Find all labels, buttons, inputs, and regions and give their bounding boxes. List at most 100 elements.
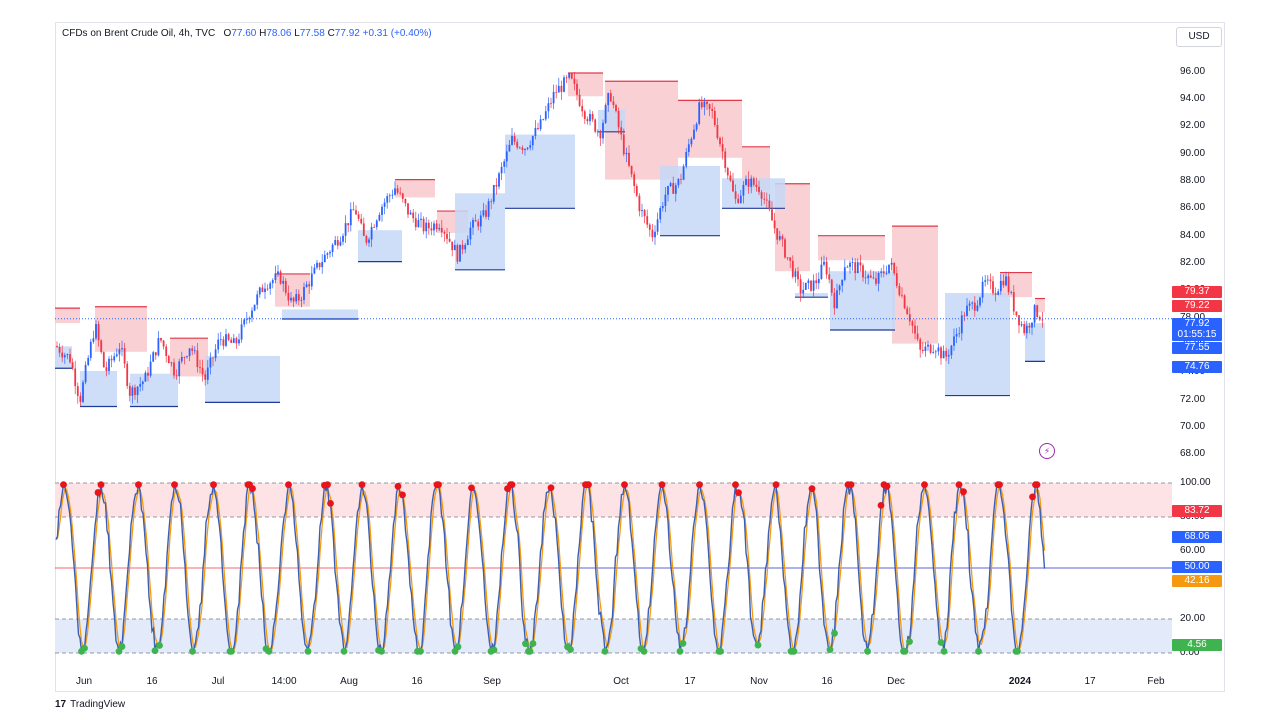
candle-body [503,161,506,167]
overbought-dot [468,484,475,492]
candle-body [284,280,287,293]
candle-body [768,200,771,210]
oversold-dot [522,640,529,648]
candle-body [810,280,812,291]
candle-body [383,202,386,207]
candle-body [937,347,940,352]
candle-body [461,244,464,250]
candle-body [729,175,732,181]
candle-body [724,151,727,169]
candle-body [362,223,365,236]
candle-body [721,144,724,152]
candle-body [672,183,675,194]
price-tick: 78.00 [1180,312,1205,323]
candle-body [313,267,316,274]
candle-body [336,240,339,246]
candle-body [425,222,428,232]
candle-body [836,290,838,309]
candle-body [1038,316,1041,320]
candle-body [633,174,636,187]
candle-body [604,105,607,123]
candle-body [1005,276,1007,286]
candle-body [620,127,623,135]
candle-body [794,271,797,277]
candle-body [399,192,402,194]
candle-body [485,210,487,217]
oversold-dot [975,647,982,655]
time-tick: Aug [340,676,358,687]
time-tick: 16 [821,676,833,687]
candle-body [921,349,924,351]
oversold-dot [417,647,424,655]
candle-body [110,358,113,361]
supply-zone [1035,298,1045,313]
candle-body [700,102,703,108]
candle-body [763,198,766,200]
overbought-dot [435,481,442,489]
candle-body [960,315,963,334]
candle-body [771,209,773,221]
candle-body [479,215,482,227]
candle-body [175,375,178,377]
overbought-dot [621,481,628,489]
overbought-dot [696,481,703,489]
candle-body [994,293,997,295]
demand-zone [455,193,505,270]
overbought-dot [210,481,217,489]
candle-body [118,349,121,355]
candle-body [511,136,513,145]
candle-body [687,144,690,152]
candle-body [846,266,849,268]
oversold-dot [118,643,126,650]
candle-body [76,386,79,396]
candle-body [409,212,412,215]
overbought-dot [996,481,1003,489]
candle-body [165,346,168,356]
candle-body [823,261,825,265]
candle-body [1010,292,1013,293]
candle-body [630,165,633,175]
supply-zone [678,100,742,158]
candle-body [732,180,734,192]
candle-body [147,372,149,376]
candle-body [459,244,461,262]
overbought-dot [94,489,102,496]
candle-body [290,297,292,301]
candle-body [966,305,968,316]
candle-body [456,245,459,262]
candle-body [739,195,742,203]
candle-body [472,219,474,228]
lightning-icon[interactable]: ⚡ [1039,443,1055,459]
candle-body [591,114,594,120]
candle-body [984,280,987,282]
candle-body [102,352,105,368]
candle-body [154,352,157,356]
oversold-dot [490,646,498,654]
currency-button[interactable]: USD [1176,27,1222,47]
oversold-dot [567,646,574,653]
legend-low: 77.58 [299,28,325,39]
candle-body [607,93,610,106]
price-label: 74.76 [1172,361,1222,373]
candle-body [906,308,909,315]
legend-high-label: H [259,28,267,39]
candle-body [781,236,784,240]
candle-body [890,262,893,265]
candle-body [123,348,126,364]
overbought-dot [921,481,928,489]
candle-body [206,367,209,380]
candle-body [238,339,240,344]
candle-body [521,147,524,151]
overbought-dot [324,481,331,489]
candle-body [726,168,729,176]
candle-body [323,254,326,263]
candle-body [126,363,129,386]
overbought-dot [327,499,334,507]
candle-body [516,141,519,148]
candle-body [563,77,565,92]
candle-body [932,351,935,353]
candle-body [612,101,615,106]
candle-body [183,356,186,358]
candle-body [947,355,950,357]
